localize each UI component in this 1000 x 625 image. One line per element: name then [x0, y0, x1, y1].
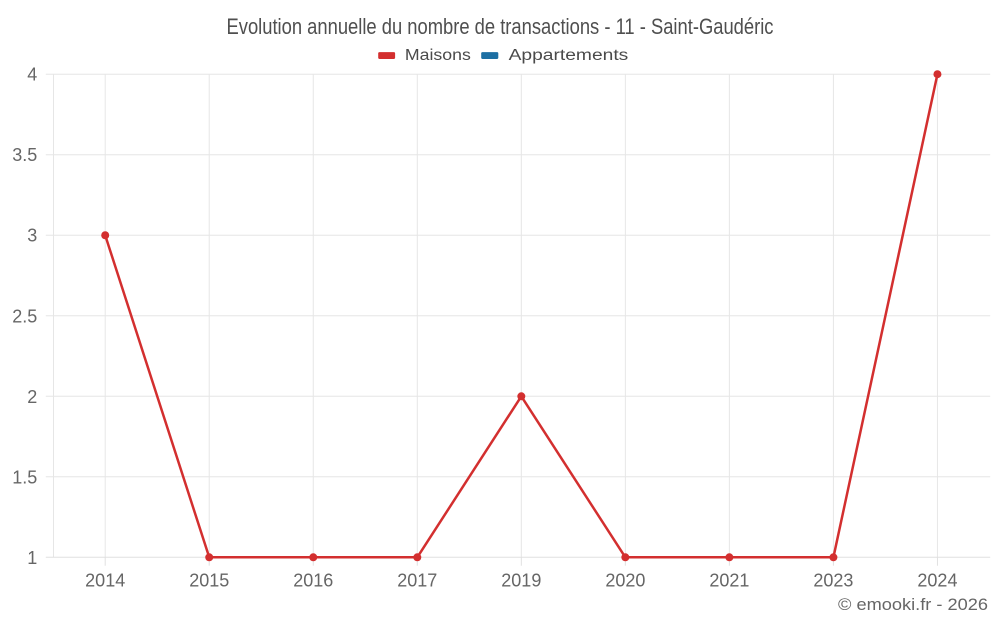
svg-text:2015: 2015	[189, 571, 229, 591]
svg-text:1.5: 1.5	[12, 467, 37, 487]
svg-text:2020: 2020	[605, 571, 645, 591]
svg-text:2014: 2014	[85, 571, 125, 591]
svg-text:2023: 2023	[813, 571, 853, 591]
svg-text:1: 1	[27, 548, 37, 568]
svg-text:2019: 2019	[501, 571, 541, 591]
svg-text:2016: 2016	[293, 571, 333, 591]
svg-text:2024: 2024	[917, 571, 957, 591]
svg-text:2021: 2021	[709, 571, 749, 591]
svg-text:2017: 2017	[397, 571, 437, 591]
svg-text:Evolution annuelle du nombre d: Evolution annuelle du nombre de transact…	[227, 14, 774, 39]
svg-text:2: 2	[27, 387, 37, 407]
svg-text:4: 4	[27, 65, 37, 85]
svg-text:3.5: 3.5	[12, 145, 37, 165]
svg-text:© emooki.fr - 2026: © emooki.fr - 2026	[838, 595, 988, 614]
svg-text:Appartements: Appartements	[509, 47, 629, 64]
svg-text:3: 3	[27, 226, 37, 246]
svg-text:2.5: 2.5	[12, 306, 37, 326]
svg-text:Maisons: Maisons	[405, 47, 471, 64]
